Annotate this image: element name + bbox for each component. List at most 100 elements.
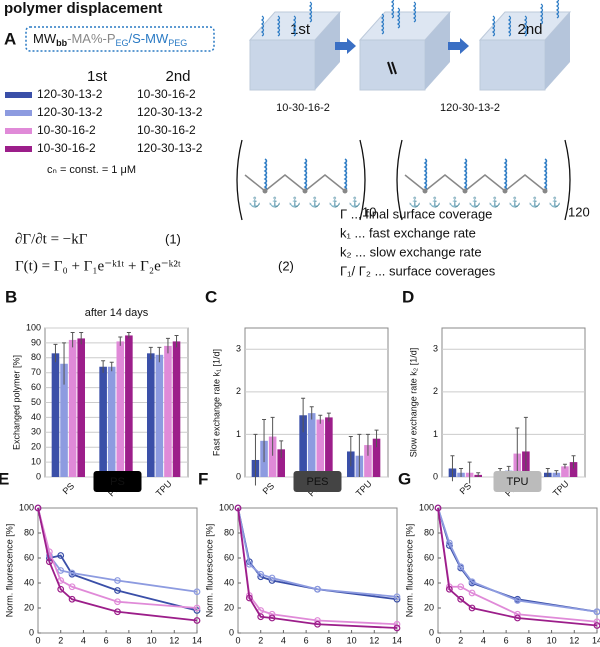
chart-title: PES [306,476,328,488]
title-box [493,471,542,492]
equation-number: (2) [278,258,294,273]
error-bar [562,463,567,469]
side-chain [390,0,395,19]
series-line [237,507,398,598]
data-point [68,569,76,577]
y-tick-label: 100 [219,502,234,512]
data-point [68,595,76,603]
node [502,188,508,194]
data-point [445,539,453,547]
data-point [268,614,276,622]
y-tick-label: 0 [429,627,434,637]
x-tick-label: 12 [569,635,579,645]
error-bar [301,397,306,433]
data-point [245,594,253,602]
data-point [114,608,121,616]
y-tick-label: 20 [31,442,41,452]
data-point [314,585,321,593]
error-bar [545,467,550,477]
side-chain [503,158,508,192]
error-bar [309,406,314,420]
side-chain [308,1,313,23]
legend-label: 120-30-13-2 [37,87,103,101]
bar [51,353,60,477]
side-chain [491,15,496,37]
legend-label: 10-30-16-2 [37,141,96,155]
slab [315,12,340,90]
y-axis-label: Exchanged polymer [%] [11,355,21,450]
legend-swatch [5,128,32,134]
bar [307,413,316,477]
data-point [193,604,201,612]
y-tick-label: 80 [24,527,34,537]
error-bar [262,419,267,463]
series-line [37,507,198,622]
x-tick-label: 8 [326,635,331,645]
side-chain [380,13,385,35]
error-bar [70,331,75,348]
series-line [37,507,198,609]
legend-label: 10-30-16-2 [137,87,196,101]
data-point [268,610,276,618]
bar [125,335,133,477]
error-bar [118,336,123,346]
backbone [244,174,346,192]
legend-label: 120-30-13-2 [137,105,203,119]
structure-label: 10-30-16-2 [276,102,330,114]
slab [545,12,570,90]
error-bar [476,472,481,477]
side-chain [263,158,268,192]
plot-frame [437,507,598,634]
data-point [457,595,465,603]
data-point [114,577,121,584]
error-bar [174,334,179,348]
side-chain [292,15,297,37]
anchor-icon: ⚓ [409,196,421,209]
x-tick-label: 6 [304,635,309,645]
y-tick-label: 1 [236,429,241,439]
y-axis-label: Norm. fluorescence [%] [204,524,214,618]
figure-title: polymer displacement [4,0,162,17]
definition: k₂ ... slow exchange rate [340,244,482,259]
data-point [57,585,65,593]
data-point [457,563,465,571]
bar [60,363,68,477]
definition: Γ ... final surface coverage [340,206,492,221]
bar [277,449,285,477]
data-point [393,593,401,601]
data-point [57,552,65,559]
anchor-icon: ⚓ [249,196,261,209]
x-tick-label: 14 [392,635,402,645]
x-tick-label: 14 [592,635,600,645]
x-tick-label: 6 [104,635,109,645]
data-point [314,617,321,624]
plot-frame [237,507,398,634]
error-bar [79,331,84,345]
data-point [234,504,242,512]
anchor-icon: ⚓ [349,196,361,209]
y-tick-label: 40 [424,577,434,587]
legend-label: 10-30-16-2 [137,123,196,137]
data-point [34,504,42,512]
y-tick-label: 60 [31,382,41,392]
error-bar [365,433,370,456]
chart-title: PS [110,476,125,488]
formula-box [25,26,215,52]
side-chain [539,3,544,25]
bar [107,366,116,477]
anchor-icon: ⚓ [309,196,321,209]
bar [147,353,155,477]
x-tick-label: 10 [547,635,557,645]
repeat-count: 10 [362,204,376,219]
legend-header: 2nd [165,68,190,85]
node [462,188,468,194]
legend-swatch [5,92,32,98]
error-bar [62,342,67,385]
y-tick-label: 40 [224,577,234,587]
data-point [114,598,121,606]
x-tick-label: 2 [458,635,463,645]
y-tick-label: 70 [31,367,41,377]
side-chain [343,158,348,192]
formula: MWbb-MA%-PEG/S-MWPEG [33,31,187,48]
data-point [468,578,476,586]
